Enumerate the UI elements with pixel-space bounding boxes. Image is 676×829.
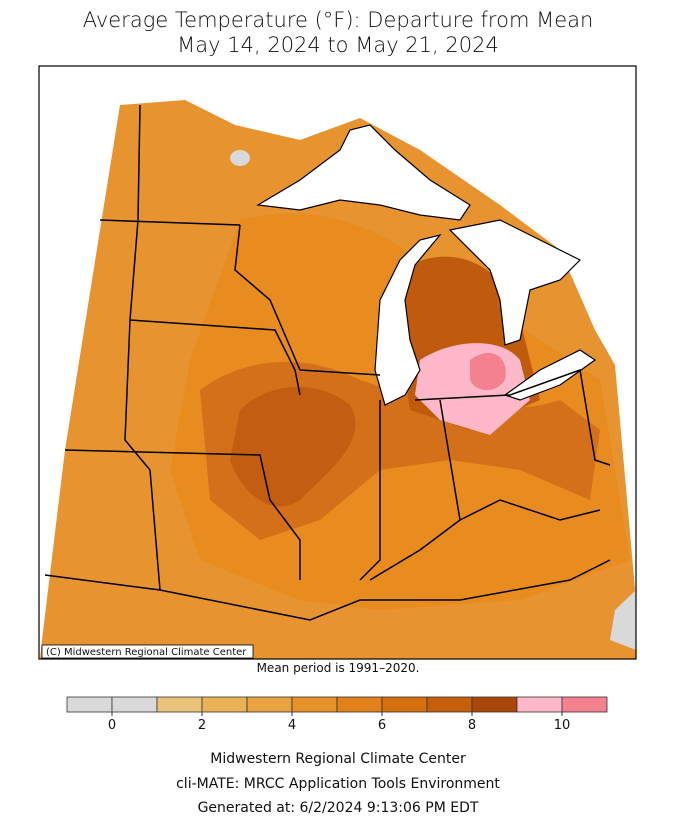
legend-swatch — [66, 696, 113, 713]
map-frame — [38, 65, 637, 660]
warmest-area — [230, 386, 356, 507]
legend-tick-label: 10 — [554, 718, 571, 733]
lake — [503, 349, 597, 401]
legend-swatch — [561, 696, 608, 713]
lake — [448, 219, 582, 346]
legend-swatch — [201, 696, 248, 713]
credit-box — [41, 644, 254, 659]
legend-tick-label: 4 — [288, 718, 296, 733]
subtitle: May 14, 2024 to May 21, 2024 — [177, 33, 499, 57]
legend-swatch — [111, 696, 158, 713]
legend-tick-label: 0 — [108, 718, 116, 733]
legend-swatch — [426, 696, 473, 713]
legend-swatch — [246, 696, 293, 713]
lake — [256, 124, 471, 221]
legend-tick-label: 6 — [378, 718, 386, 733]
legend-swatch — [336, 696, 383, 713]
footer-line: Midwestern Regional Climate Center — [210, 751, 466, 767]
footer-line: cli-MATE: MRCC Application Tools Environ… — [176, 776, 500, 792]
legend-swatch — [381, 696, 428, 713]
legend-tick-label: 2 — [198, 718, 206, 733]
legend-swatch — [156, 696, 203, 713]
cool-spot — [610, 590, 636, 650]
cool-spot — [230, 150, 250, 166]
note: Mean period is 1991–2020. — [257, 661, 420, 675]
legend-swatch — [291, 696, 338, 713]
footer-line: Generated at: 6/2/2024 9:13:06 PM EDT — [198, 800, 479, 816]
state-borders — [44, 104, 611, 621]
credit: (C) Midwestern Regional Climate Center — [46, 647, 247, 658]
legend-swatch — [516, 696, 563, 713]
legend-swatch — [471, 696, 518, 713]
legend-tick-label: 8 — [468, 718, 476, 733]
legend: 0 2 4 6 8 10 — [66, 696, 608, 733]
pink-area — [470, 352, 506, 391]
map: (C) Midwestern Regional Climate Center — [38, 65, 637, 660]
lake — [374, 233, 442, 406]
title: Average Temperature (°F): Departure from… — [83, 8, 594, 32]
